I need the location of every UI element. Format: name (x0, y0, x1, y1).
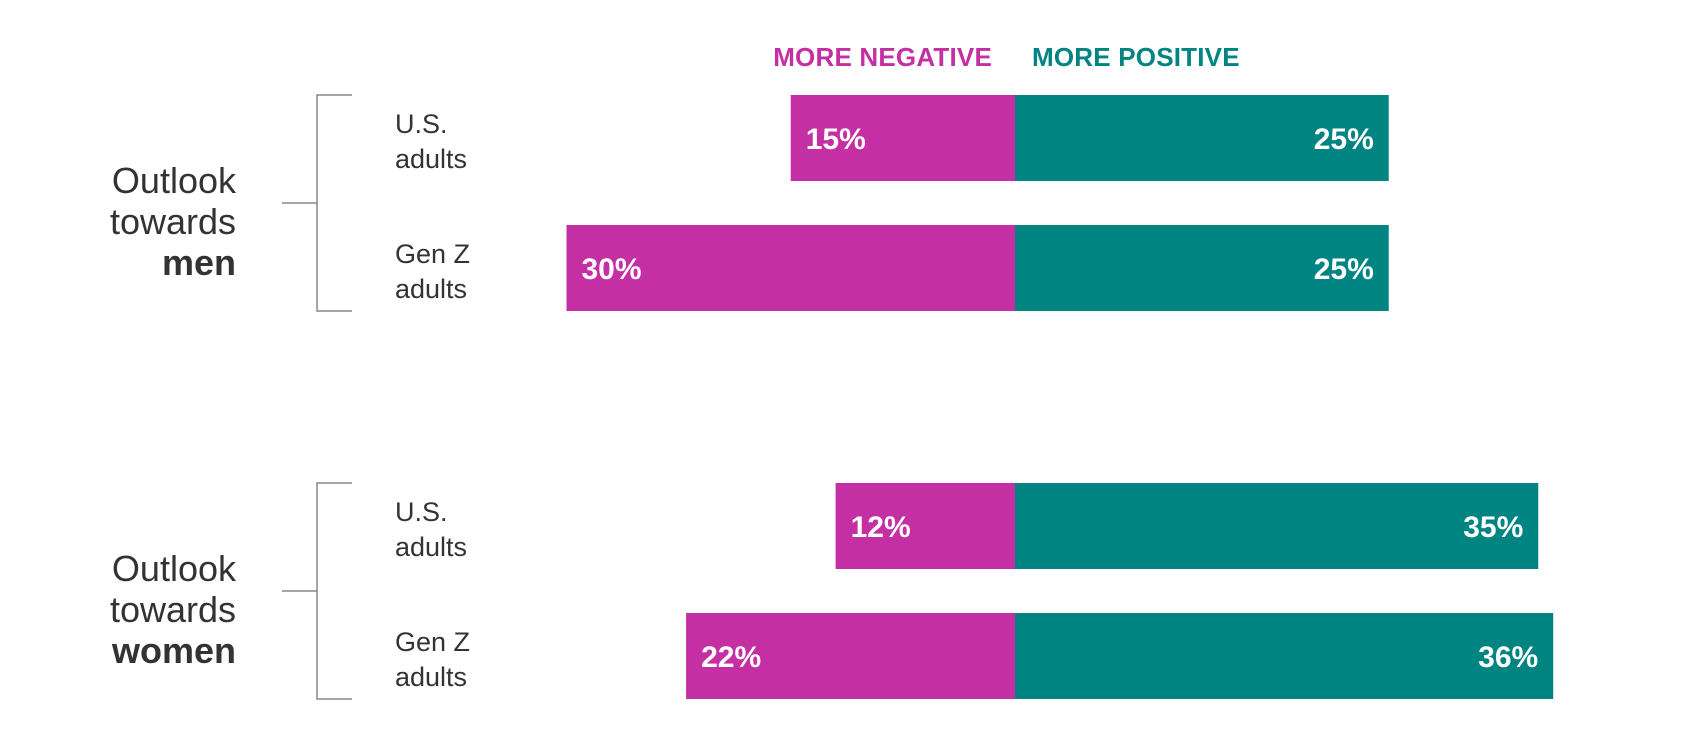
legend: MORE NEGATIVE MORE POSITIVE (773, 42, 1240, 72)
bar-negative-value: 12% (851, 511, 911, 544)
bar-negative (566, 225, 1015, 311)
group-label-line: towards (110, 589, 236, 630)
bar-positive-value: 35% (1463, 511, 1523, 544)
bar-negative-value: 30% (582, 253, 642, 286)
bar-row: Gen Z adults 30% 25% (395, 225, 1389, 311)
bar-row: U.S. adults 15% 25% (395, 95, 1389, 181)
bar-negative (835, 483, 1015, 569)
bar-positive-value: 36% (1478, 641, 1538, 674)
row-label-line: Gen Z (395, 239, 470, 269)
group-bracket (282, 482, 352, 700)
bar-positive-value: 25% (1314, 253, 1374, 286)
legend-positive-label: MORE POSITIVE (1032, 42, 1240, 72)
row-label-line: adults (395, 662, 467, 692)
row-label-line: Gen Z (395, 627, 470, 657)
group-label-line: Outlook (112, 160, 237, 201)
bar-negative (686, 613, 1015, 699)
bar-row: U.S. adults 12% 35% (395, 483, 1539, 569)
group-label-line: Outlook (112, 548, 237, 589)
row-label-line: adults (395, 532, 467, 562)
row-label-line: U.S. (395, 497, 448, 527)
row-label-line: adults (395, 274, 467, 304)
row-label-line: U.S. (395, 109, 448, 139)
bar-negative (790, 95, 1015, 181)
group-label-bold: men (162, 242, 236, 283)
bar-row: Gen Z adults 22% 36% (395, 613, 1554, 699)
bar-positive (1015, 483, 1539, 569)
bar-positive-value: 25% (1314, 123, 1374, 156)
legend-negative-label: MORE NEGATIVE (773, 42, 992, 72)
bar-positive (1015, 225, 1389, 311)
row-label-line: adults (395, 144, 467, 174)
group-bracket (282, 94, 352, 312)
bar-positive (1015, 95, 1389, 181)
group-label-bold: women (111, 630, 236, 671)
bar-negative-value: 15% (806, 123, 866, 156)
bar-positive (1015, 613, 1554, 699)
bar-negative-value: 22% (701, 641, 761, 674)
group-label-line: towards (110, 201, 236, 242)
